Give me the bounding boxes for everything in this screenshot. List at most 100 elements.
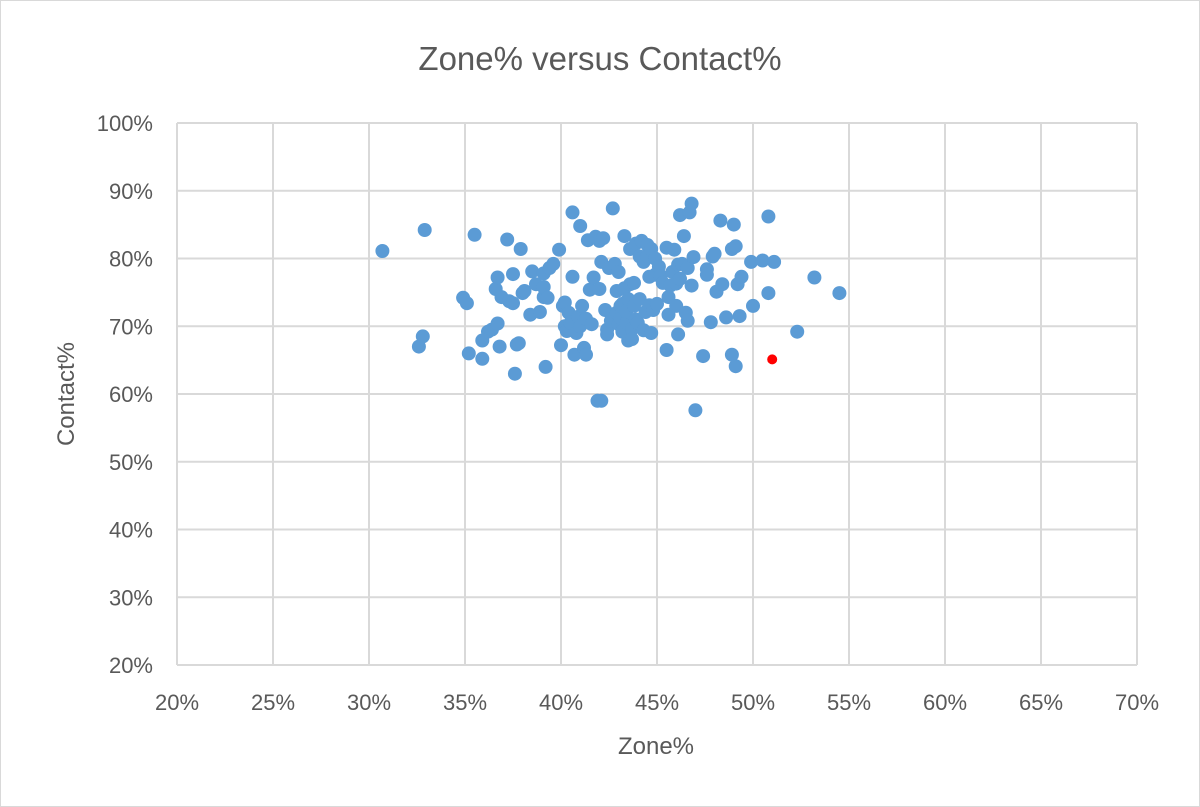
data-point	[673, 271, 687, 286]
data-point	[506, 267, 520, 282]
data-point	[375, 244, 390, 258]
data-point	[746, 298, 760, 313]
data-point	[684, 278, 699, 293]
x-tick-label: 70%	[1115, 690, 1159, 715]
data-point	[719, 310, 734, 325]
y-tick-label: 40%	[109, 518, 153, 543]
data-point	[676, 229, 691, 244]
y-axis-title: Contact%	[53, 342, 80, 446]
data-point	[596, 231, 611, 246]
data-point	[525, 264, 540, 279]
data-point	[644, 326, 659, 340]
data-point	[600, 327, 615, 342]
data-point	[511, 336, 526, 351]
data-point	[680, 313, 695, 328]
data-point	[734, 269, 749, 284]
data-point	[540, 290, 555, 305]
data-point	[713, 213, 728, 228]
y-tick-label: 90%	[109, 179, 153, 204]
data-point	[579, 347, 593, 362]
data-point	[506, 296, 520, 311]
highlighted-point	[767, 354, 778, 365]
data-point	[761, 209, 776, 224]
data-point	[592, 282, 607, 296]
data-point	[707, 246, 722, 261]
data-point	[703, 315, 718, 330]
x-tick-label: 35%	[443, 690, 487, 715]
data-point	[832, 286, 847, 301]
data-point	[715, 277, 730, 292]
data-point	[807, 270, 822, 285]
x-tick-label: 60%	[923, 690, 967, 715]
data-point	[573, 219, 588, 233]
data-point	[492, 339, 507, 354]
y-tick-label: 60%	[109, 382, 153, 407]
data-point	[536, 280, 551, 294]
data-point	[696, 349, 711, 364]
data-point	[565, 205, 580, 220]
data-point	[500, 232, 515, 247]
data-point	[724, 347, 739, 362]
x-tick-label: 25%	[251, 690, 295, 715]
data-point	[475, 351, 490, 366]
data-point	[732, 309, 747, 324]
x-tick-label: 20%	[155, 690, 199, 715]
data-point	[546, 256, 561, 271]
data-point	[726, 217, 741, 232]
data-point	[517, 284, 532, 298]
data-point	[688, 403, 703, 418]
data-point	[686, 250, 701, 265]
y-tick-label: 70%	[109, 314, 153, 339]
data-point	[554, 338, 568, 353]
gridlines	[176, 122, 1138, 666]
data-point	[650, 296, 664, 311]
data-point	[532, 305, 547, 319]
data-point	[744, 254, 759, 269]
data-point	[513, 242, 528, 256]
data-point	[594, 393, 609, 408]
data-point	[415, 329, 430, 344]
data-point	[617, 229, 632, 244]
data-point	[699, 267, 714, 282]
data-point	[461, 346, 476, 361]
data-point	[575, 298, 590, 313]
data-point	[625, 332, 639, 347]
data-point	[490, 270, 505, 285]
data-point	[767, 254, 782, 269]
x-tick-labels: 20% 25% 30% 35% 40% 45% 50% 55% 60% 65% 70%	[155, 690, 1159, 715]
data-point	[680, 261, 695, 275]
x-tick-label: 45%	[635, 690, 679, 715]
x-tick-label: 50%	[731, 690, 775, 715]
data-point	[761, 286, 776, 301]
data-point	[611, 265, 626, 279]
x-tick-label: 40%	[539, 690, 583, 715]
data-point	[728, 359, 743, 374]
x-tick-label: 55%	[827, 690, 871, 715]
data-point	[565, 269, 580, 284]
data-point	[584, 317, 599, 332]
data-point	[605, 201, 620, 216]
data-point	[507, 366, 522, 381]
y-tick-label: 80%	[109, 247, 153, 272]
y-tick-label: 30%	[109, 585, 153, 610]
data-point	[586, 270, 601, 285]
chart-title: Zone% versus Contact%	[418, 40, 781, 77]
y-tick-label: 20%	[109, 653, 153, 678]
y-tick-label: 50%	[109, 450, 153, 475]
data-points	[375, 196, 847, 418]
y-tick-label: 100%	[97, 111, 153, 136]
data-point	[671, 327, 686, 342]
y-tick-labels: 20% 30% 40% 50% 60% 70% 80% 90% 100%	[97, 111, 153, 678]
data-point	[490, 316, 505, 331]
data-point	[755, 253, 770, 268]
data-point	[667, 242, 682, 257]
x-tick-label: 30%	[347, 690, 391, 715]
data-point	[459, 296, 474, 311]
x-axis-title: Zone%	[618, 733, 694, 760]
data-point	[598, 303, 613, 317]
data-point	[538, 359, 553, 374]
x-tick-label: 65%	[1019, 690, 1063, 715]
data-point	[684, 196, 699, 211]
data-point	[552, 242, 567, 257]
